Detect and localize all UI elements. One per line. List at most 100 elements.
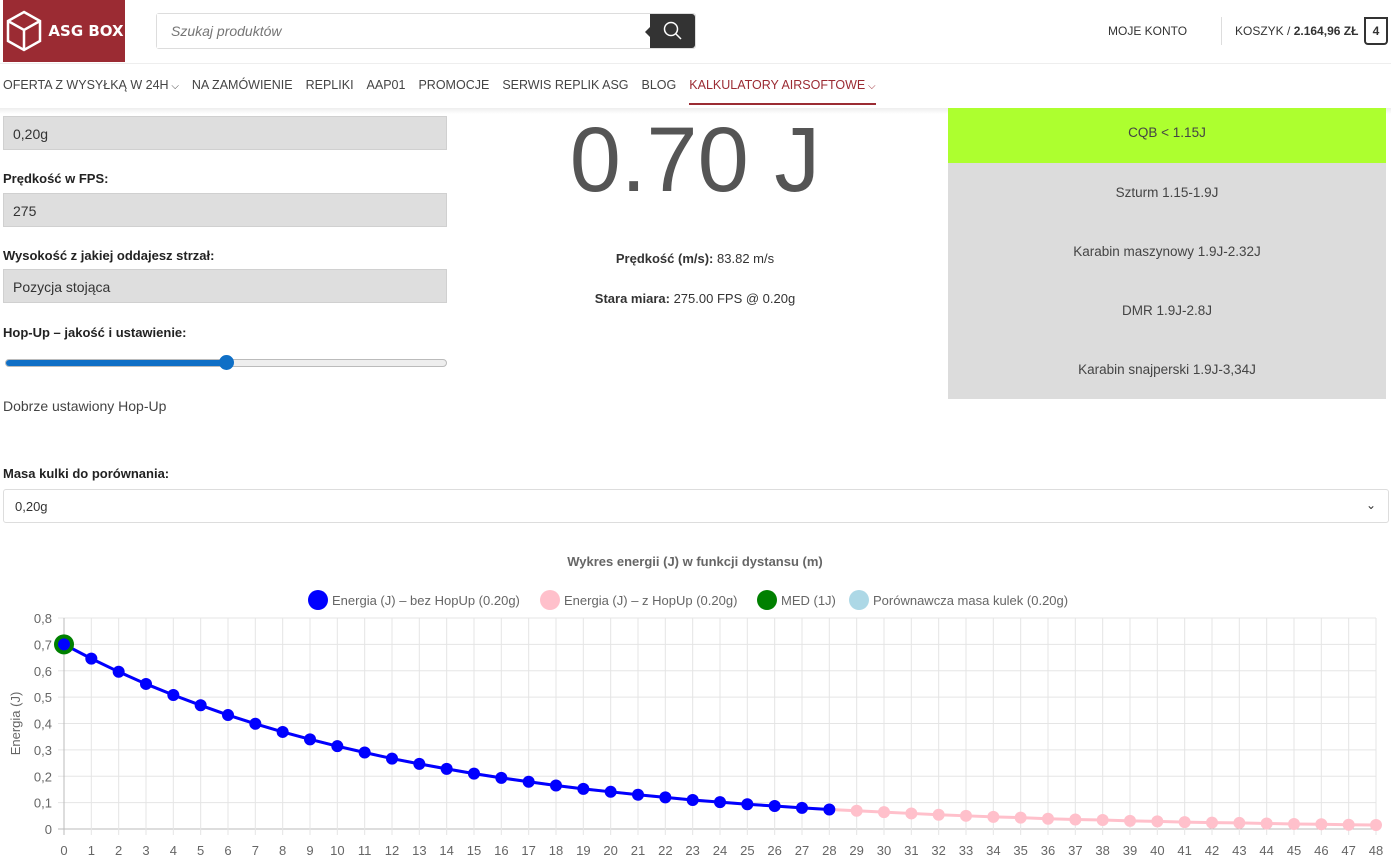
data-point — [167, 689, 180, 702]
x-tick-label: 5 — [197, 843, 204, 858]
x-tick-label: 30 — [877, 843, 891, 858]
x-tick-label: 25 — [740, 843, 754, 858]
x-tick-label: 32 — [931, 843, 945, 858]
chart-title: Wykres energii (J) w funkcji dystansu (m… — [567, 554, 823, 569]
legend-marker — [849, 590, 869, 610]
speed-value: 83.82 m/s — [717, 251, 775, 266]
data-point — [1124, 814, 1136, 827]
data-point — [1014, 811, 1027, 824]
data-point — [987, 810, 1000, 823]
fps-label: Prędkość w FPS: — [3, 171, 109, 186]
nav-item[interactable]: OFERTA Z WYSYŁKĄ W 24H ⌵ — [3, 78, 179, 105]
data-point — [1288, 817, 1300, 830]
x-tick-label: 9 — [306, 843, 313, 858]
x-tick-label: 4 — [170, 843, 177, 858]
old-measure-result: Stara miara: 275.00 FPS @ 0.20g — [540, 291, 850, 306]
old-measure-value: 275.00 FPS @ 0.20g — [673, 291, 796, 306]
y-tick-label: 0,6 — [34, 664, 52, 679]
data-point — [358, 746, 371, 759]
nav-item[interactable]: PROMOCJE — [418, 78, 489, 105]
data-point — [140, 677, 152, 690]
y-tick-label: 0,8 — [34, 611, 52, 626]
fps-input[interactable]: 275 — [3, 193, 447, 227]
x-tick-label: 34 — [986, 843, 1000, 858]
data-point — [932, 808, 945, 821]
data-point — [468, 767, 480, 780]
x-tick-label: 29 — [849, 843, 863, 858]
data-point — [304, 733, 316, 746]
y-axis-label: Energia (J) — [8, 692, 23, 756]
main-nav: OFERTA Z WYSYŁKĄ W 24H ⌵ NA ZAMÓWIENIE REP… — [3, 78, 876, 105]
data-point — [1151, 815, 1164, 828]
x-tick-label: 47 — [1341, 843, 1355, 858]
nav-item[interactable]: SERWIS REPLIK ASG — [502, 78, 628, 105]
nav-item[interactable]: NA ZAMÓWIENIE — [192, 78, 293, 105]
x-tick-label: 20 — [603, 843, 617, 858]
mass-input[interactable]: 0,20g — [3, 116, 447, 150]
x-tick-label: 7 — [252, 843, 259, 858]
hopup-slider[interactable] — [5, 355, 447, 370]
nav-item[interactable]: BLOG — [642, 78, 677, 105]
x-tick-label: 48 — [1369, 843, 1383, 858]
data-point — [686, 793, 699, 806]
y-tick-label: 0 — [45, 822, 52, 837]
x-tick-label: 1 — [88, 843, 95, 858]
nav-shadow — [0, 108, 1391, 114]
logo-box-icon — [7, 10, 42, 52]
data-point — [768, 800, 781, 813]
compare-mass-select[interactable]: 0,20g ⌄ — [3, 489, 1389, 523]
x-tick-label: 36 — [1041, 843, 1055, 858]
my-account-link[interactable]: MOJE KONTO — [1108, 24, 1188, 38]
nav-item[interactable]: REPLIKI — [306, 78, 354, 105]
legend-marker — [757, 590, 777, 610]
logo[interactable]: ASG BOX — [3, 0, 125, 62]
x-tick-label: 19 — [576, 843, 590, 858]
x-tick-label: 15 — [467, 843, 481, 858]
x-tick-label: 38 — [1095, 843, 1109, 858]
x-tick-label: 16 — [494, 843, 508, 858]
x-tick-label: 11 — [358, 843, 372, 858]
old-measure-label: Stara miara: — [594, 291, 670, 306]
x-tick-label: 3 — [142, 843, 149, 858]
class-box: Karabin snajperski 1.9J-3,34J — [948, 340, 1386, 399]
legend-label: Energia (J) – z HopUp (0.20g) — [564, 593, 737, 608]
class-box: CQB < 1.15J — [948, 108, 1386, 163]
data-point — [1178, 816, 1191, 829]
cart-count-badge[interactable]: 4 — [1364, 17, 1388, 45]
nav-item-label: OFERTA Z WYSYŁKĄ W 24H — [3, 78, 169, 92]
data-point — [194, 699, 207, 712]
x-tick-label: 28 — [822, 843, 836, 858]
legend-marker — [308, 590, 328, 610]
class-box: DMR 1.9J-2.8J — [948, 281, 1386, 340]
search-input[interactable] — [157, 14, 650, 48]
data-point — [1315, 818, 1328, 831]
cart-link[interactable]: KOSZYK / 2.164,96 ZŁ — [1235, 24, 1358, 38]
data-point — [249, 717, 262, 730]
data-point — [577, 782, 590, 795]
x-tick-label: 41 — [1177, 843, 1191, 858]
x-tick-label: 31 — [904, 843, 918, 858]
x-tick-label: 44 — [1259, 843, 1273, 858]
data-point — [632, 788, 644, 801]
data-point — [276, 725, 289, 738]
divider — [1221, 17, 1222, 45]
nav-item[interactable]: AAP01 — [367, 78, 406, 105]
x-tick-label: 22 — [658, 843, 672, 858]
legend-label: MED (1J) — [781, 593, 836, 608]
class-box: Szturm 1.15-1.9J — [948, 163, 1386, 222]
x-tick-label: 39 — [1123, 843, 1137, 858]
hopup-label: Hop-Up – jakość i ustawienie: — [3, 325, 187, 340]
nav-item-label: REPLIKI — [305, 78, 354, 92]
data-point — [714, 796, 726, 809]
y-tick-label: 0,1 — [34, 796, 52, 811]
height-label: Wysokość z jakiej oddajesz strzał: — [3, 248, 215, 263]
x-tick-label: 42 — [1205, 843, 1219, 858]
x-tick-label: 2 — [115, 843, 122, 858]
hopup-slider-thumb[interactable] — [219, 355, 234, 370]
data-point — [550, 779, 562, 792]
nav-item[interactable]: KALKULATORY AIRSOFTOWE ⌵ — [689, 78, 876, 105]
nav-item-label: NA ZAMÓWIENIE — [191, 78, 293, 92]
height-select[interactable]: Pozycja stojąca — [3, 269, 447, 303]
search-button[interactable] — [645, 14, 695, 48]
x-tick-label: 13 — [412, 843, 426, 858]
